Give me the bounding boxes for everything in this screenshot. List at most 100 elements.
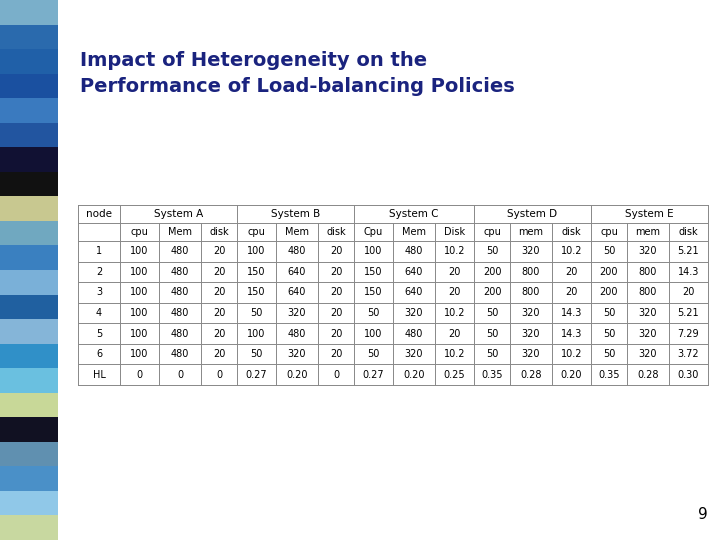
Text: 320: 320: [639, 246, 657, 256]
Text: 3: 3: [96, 287, 102, 298]
Text: Impact of Heterogeneity on the: Impact of Heterogeneity on the: [80, 51, 427, 70]
Text: Performance of Load-balancing Policies: Performance of Load-balancing Policies: [80, 77, 515, 96]
Text: 320: 320: [288, 308, 306, 318]
Text: System E: System E: [625, 209, 674, 219]
Text: 20: 20: [213, 246, 225, 256]
Text: 100: 100: [130, 349, 149, 359]
Text: 0.28: 0.28: [521, 370, 541, 380]
Text: 200: 200: [482, 267, 501, 277]
Text: disk: disk: [326, 227, 346, 237]
Text: 0.20: 0.20: [403, 370, 425, 380]
Text: 150: 150: [247, 287, 266, 298]
Text: System C: System C: [390, 209, 438, 219]
Text: 20: 20: [565, 287, 577, 298]
Text: node: node: [86, 209, 112, 219]
Bar: [0, 221, 58, 246]
Bar: [0, 197, 58, 221]
Text: 0.28: 0.28: [637, 370, 659, 380]
Text: 480: 480: [171, 287, 189, 298]
Text: 0.20: 0.20: [287, 370, 307, 380]
Text: 3.72: 3.72: [678, 349, 699, 359]
Text: 50: 50: [251, 308, 263, 318]
Text: cpu: cpu: [248, 227, 266, 237]
Text: 2: 2: [96, 267, 102, 277]
Text: 200: 200: [600, 267, 618, 277]
Text: 320: 320: [522, 246, 540, 256]
Text: 0: 0: [333, 370, 339, 380]
Bar: [0, 491, 58, 516]
Text: System A: System A: [154, 209, 203, 219]
Text: 20: 20: [213, 287, 225, 298]
Text: Mem: Mem: [285, 227, 309, 237]
Text: HL: HL: [93, 370, 105, 380]
Bar: [0, 319, 58, 343]
Text: 20: 20: [330, 267, 342, 277]
Text: cpu: cpu: [483, 227, 501, 237]
Text: 0.20: 0.20: [561, 370, 582, 380]
Text: 10.2: 10.2: [444, 349, 465, 359]
Text: 100: 100: [130, 246, 149, 256]
Text: 20: 20: [330, 308, 342, 318]
Bar: [0, 270, 58, 294]
Bar: [0, 343, 58, 368]
Bar: [0, 417, 58, 442]
Bar: [0, 442, 58, 467]
Bar: [0, 49, 58, 73]
Text: 50: 50: [486, 246, 498, 256]
Text: 480: 480: [171, 267, 189, 277]
Text: Disk: Disk: [444, 227, 465, 237]
Text: 640: 640: [405, 267, 423, 277]
Text: 0.27: 0.27: [246, 370, 267, 380]
Text: 640: 640: [288, 287, 306, 298]
Text: 320: 320: [639, 349, 657, 359]
Text: mem: mem: [636, 227, 660, 237]
Text: 10.2: 10.2: [561, 246, 582, 256]
Text: 320: 320: [405, 349, 423, 359]
Text: 100: 100: [130, 308, 149, 318]
Text: 150: 150: [364, 287, 383, 298]
Text: Cpu: Cpu: [364, 227, 383, 237]
Bar: [0, 73, 58, 98]
Text: disk: disk: [562, 227, 581, 237]
Text: 50: 50: [603, 328, 615, 339]
Text: 480: 480: [171, 328, 189, 339]
Text: 320: 320: [405, 308, 423, 318]
Text: 0: 0: [177, 370, 183, 380]
Text: 6: 6: [96, 349, 102, 359]
Text: Mem: Mem: [168, 227, 192, 237]
Text: 50: 50: [486, 328, 498, 339]
Text: 100: 100: [247, 246, 266, 256]
Text: 320: 320: [288, 349, 306, 359]
Text: 50: 50: [603, 349, 615, 359]
Text: 0.35: 0.35: [598, 370, 620, 380]
Text: 800: 800: [522, 267, 540, 277]
Text: 480: 480: [171, 246, 189, 256]
Text: 10.2: 10.2: [444, 246, 465, 256]
Bar: [0, 516, 58, 540]
Text: 50: 50: [367, 308, 379, 318]
Text: 200: 200: [600, 287, 618, 298]
Bar: [0, 172, 58, 197]
Text: 0.25: 0.25: [444, 370, 465, 380]
Text: 100: 100: [130, 328, 149, 339]
Text: 1: 1: [96, 246, 102, 256]
Text: 100: 100: [247, 328, 266, 339]
Text: 4: 4: [96, 308, 102, 318]
Text: 20: 20: [330, 287, 342, 298]
Text: 14.3: 14.3: [561, 328, 582, 339]
Text: 50: 50: [486, 349, 498, 359]
Text: disk: disk: [210, 227, 229, 237]
Text: System B: System B: [271, 209, 320, 219]
Bar: [0, 147, 58, 172]
Text: 20: 20: [213, 349, 225, 359]
Text: 20: 20: [213, 328, 225, 339]
Text: 800: 800: [522, 287, 540, 298]
Text: 14.3: 14.3: [678, 267, 699, 277]
Bar: [0, 294, 58, 319]
Text: 14.3: 14.3: [561, 308, 582, 318]
Text: 0.27: 0.27: [363, 370, 384, 380]
Text: 800: 800: [639, 267, 657, 277]
Text: 5.21: 5.21: [678, 246, 699, 256]
Bar: [0, 24, 58, 49]
Text: 20: 20: [213, 267, 225, 277]
